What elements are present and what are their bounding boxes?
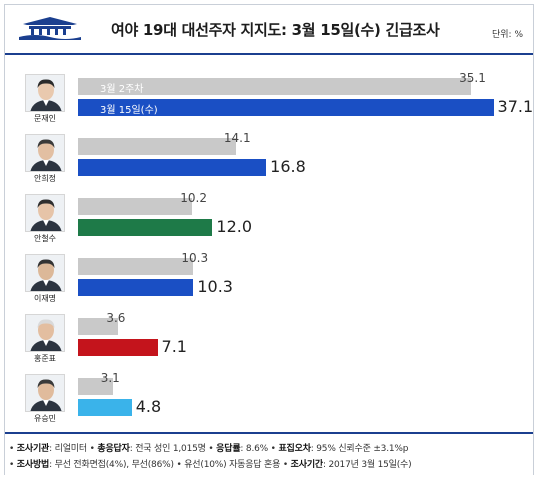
bullet-icon: • — [176, 460, 185, 470]
value-label-prev: 14.1 — [223, 131, 251, 145]
bar-current — [78, 339, 158, 356]
footer-value: 95% 신뢰수준 ±3.1%p — [316, 444, 409, 454]
bar-current — [78, 279, 194, 296]
bar-current — [78, 99, 494, 116]
value-label-current: 37.1 — [497, 97, 534, 116]
footer-key: 총응답자 — [97, 444, 130, 454]
candidate-name: 안철수 — [33, 234, 57, 243]
value-label-current: 4.8 — [135, 397, 162, 416]
bar-prev-week — [78, 258, 194, 275]
candidate-name: 유승민 — [33, 414, 57, 423]
bar-current — [78, 159, 267, 176]
footer-key: 조사기관 — [16, 444, 50, 454]
footer-value: 유선(10%) 자동응답 혼용 — [184, 460, 281, 470]
series-label-prev: 3월 2주차 — [100, 84, 144, 95]
candidate-photo — [25, 374, 65, 412]
bar-prev-week — [78, 138, 236, 155]
bar-current — [78, 219, 213, 236]
footer-key: 응답률 — [216, 444, 241, 454]
survey-footer: • 조사기관: 리얼미터 • 총응답자: 전국 성인 1,015명 • 응답률:… — [5, 432, 533, 476]
bar-chart: 문재인 35.1 37.1 3월 2주차 3월 15일(수) 안희정 14.1 16.8 안철수… — [5, 58, 533, 430]
bullet-icon: • — [9, 444, 17, 454]
candidate-name: 이재명 — [33, 294, 57, 303]
chart-header: 여야 19대 대선주자 지지도: 3월 15일(수) 긴급조사 단위: % — [5, 5, 533, 51]
value-label-current: 12.0 — [216, 217, 253, 236]
footer-value: 전국 성인 1,015명 — [135, 444, 206, 454]
bullet-icon: • — [208, 444, 217, 454]
bullet-icon: • — [9, 460, 17, 470]
bar-prev-week — [78, 378, 113, 395]
footer-key: 조사기간 — [290, 460, 324, 470]
bar-prev-week — [78, 198, 193, 215]
value-label-prev: 35.1 — [459, 71, 486, 85]
footer-key: 표집오차 — [278, 444, 311, 454]
bullet-icon: • — [270, 444, 279, 454]
candidate-name: 홍준표 — [33, 354, 57, 363]
bar-prev-week — [78, 78, 472, 95]
person-icon — [26, 255, 64, 291]
value-label-prev: 3.6 — [106, 311, 126, 325]
footer-value: 리얼미터 — [54, 444, 88, 454]
person-icon — [26, 375, 64, 411]
value-label-prev: 10.2 — [180, 191, 207, 205]
candidate-photo — [25, 134, 65, 172]
bullet-icon: • — [89, 444, 98, 454]
person-icon — [26, 315, 64, 351]
footer-line-1: • 조사기관: 리얼미터 • 총응답자: 전국 성인 1,015명 • 응답률:… — [9, 444, 409, 454]
value-label-current: 10.3 — [197, 277, 233, 296]
candidate-name: 문재인 — [33, 114, 57, 123]
bar-current — [78, 399, 132, 416]
value-label-current: 7.1 — [161, 337, 187, 356]
footer-value: 8.6% — [245, 444, 268, 454]
person-icon — [26, 75, 64, 111]
candidate-photo — [25, 194, 65, 232]
value-label-prev: 10.3 — [181, 251, 209, 265]
bullet-icon: • — [282, 460, 291, 470]
candidate-photo — [25, 314, 65, 352]
header-divider — [5, 53, 533, 55]
candidate-photo — [25, 74, 65, 112]
unit-label: 단위: % — [492, 30, 524, 40]
person-icon — [26, 135, 64, 171]
footer-key: 조사방법 — [16, 460, 50, 470]
footer-value: 2017년 3월 15일(수) — [328, 460, 412, 470]
person-icon — [26, 195, 64, 231]
chart-title: 여야 19대 대선주자 지지도: 3월 15일(수) 긴급조사 — [111, 21, 440, 39]
blue-house-logo-icon — [17, 15, 83, 41]
footer-line-2: • 조사방법: 무선 전화면접(4%), 무선(86%) • 유선(10%) 자… — [9, 460, 412, 470]
value-label-current: 16.8 — [270, 157, 306, 176]
value-label-prev: 3.1 — [100, 371, 120, 385]
candidate-photo — [25, 254, 65, 292]
series-label-current: 3월 15일(수) — [100, 105, 158, 116]
candidate-name: 안희정 — [33, 174, 57, 183]
bar-prev-week — [78, 318, 119, 335]
footer-value: 무선 전화면접(4%), 무선(86%) — [54, 460, 174, 470]
